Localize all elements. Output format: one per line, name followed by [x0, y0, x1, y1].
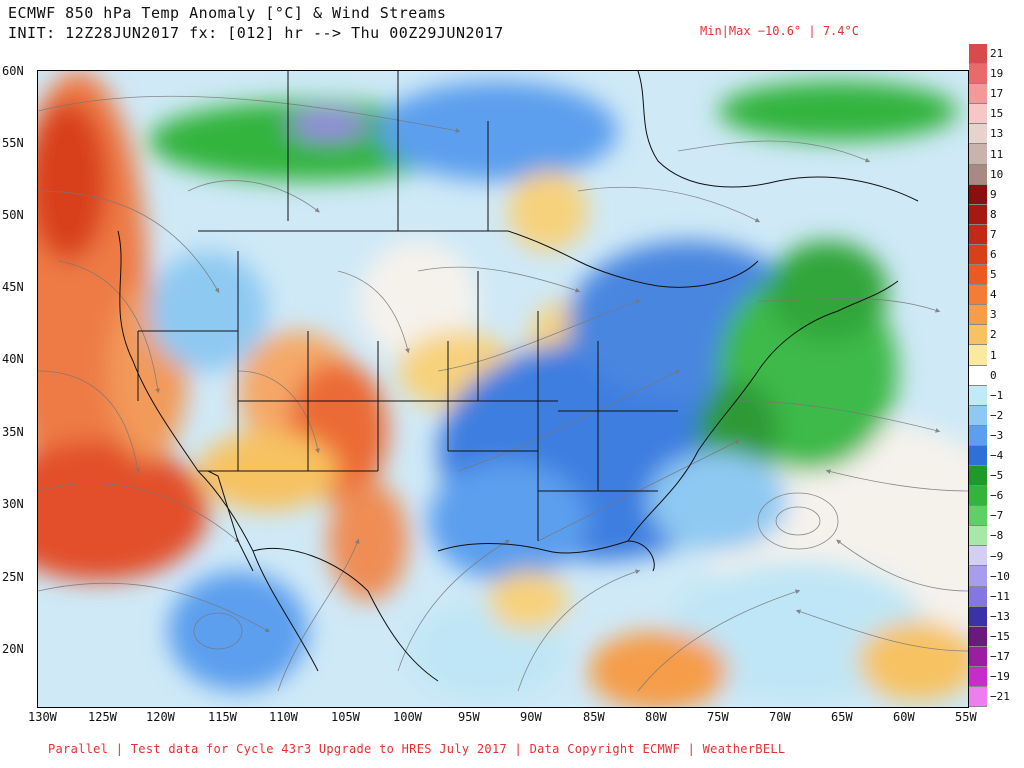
colorbar-swatch	[969, 305, 987, 326]
lon-label: 100W	[393, 710, 422, 724]
colorbar-swatch	[969, 506, 987, 527]
lon-label: 110W	[269, 710, 298, 724]
colorbar-swatch	[969, 385, 987, 406]
lon-label: 60W	[893, 710, 915, 724]
colorbar-swatch	[969, 265, 987, 286]
colorbar-label: −13	[990, 609, 1010, 623]
chart-title: ECMWF 850 hPa Temp Anomaly [°C] & Wind S…	[8, 4, 447, 22]
colorbar-swatch	[969, 124, 987, 145]
lat-label: 25N	[2, 570, 24, 584]
lon-label: 115W	[208, 710, 237, 724]
colorbar-swatch	[969, 626, 987, 647]
colorbar-label: −17	[990, 650, 1010, 663]
lon-label: 125W	[88, 710, 117, 724]
colorbar-swatch	[969, 285, 987, 306]
colorbar-label: 6	[990, 248, 997, 261]
colorbar-label: 0	[990, 368, 997, 382]
colorbar-label: −11	[990, 589, 1010, 603]
colorbar-swatch	[969, 164, 987, 185]
lon-label: 90W	[520, 710, 542, 724]
colorbar-swatch	[969, 486, 987, 507]
colorbar-label: 5	[990, 268, 997, 282]
colorbar-swatch	[969, 526, 987, 547]
colorbar-swatch	[969, 325, 987, 346]
colorbar-label: −4	[990, 449, 1004, 462]
init-time-line: INIT: 12Z28JUN2017 fx: [012] hr --> Thu …	[8, 24, 504, 42]
colorbar-swatch	[969, 606, 987, 627]
colorbar-label: 8	[990, 207, 997, 221]
lon-label: 105W	[331, 710, 360, 724]
colorbar-label: −2	[990, 408, 1004, 422]
colorbar-swatch	[969, 425, 987, 446]
colorbar-label: −1	[990, 388, 1004, 402]
lat-label: 40N	[2, 352, 24, 366]
colorbar-label: 13	[990, 127, 1004, 141]
colorbar-label: 21	[990, 47, 1004, 60]
colorbar-label: −8	[990, 529, 1004, 543]
colorbar-label: −10	[990, 569, 1010, 583]
lon-label: 95W	[458, 710, 480, 724]
lat-label: 45N	[2, 280, 24, 294]
colorbar-swatch	[969, 345, 987, 366]
colorbar-swatch	[969, 586, 987, 607]
colorbar-swatch	[969, 244, 987, 266]
colorbar-label: −3	[990, 428, 1004, 442]
lon-label: 120W	[146, 710, 175, 724]
lon-label: 85W	[583, 710, 605, 724]
anomaly-map	[37, 70, 969, 708]
colorbar-label: 9	[990, 187, 997, 201]
colorbar-swatch	[969, 566, 987, 587]
colorbar-label: −19	[990, 670, 1010, 684]
colorbar-label: 17	[990, 87, 1004, 101]
colorbar-label: 1	[990, 348, 997, 362]
colorbar-label: −15	[990, 629, 1010, 643]
lat-label: 55N	[2, 136, 24, 150]
lon-label: 55W	[955, 710, 977, 724]
colorbar-label: −21	[990, 690, 1010, 704]
colorbar-swatch	[969, 144, 987, 165]
colorbar-swatch	[969, 184, 987, 205]
colorbar	[969, 44, 987, 708]
colorbar-swatch	[969, 104, 987, 125]
colorbar-swatch	[969, 546, 987, 567]
lon-label: 80W	[645, 710, 667, 724]
lat-label: 35N	[2, 425, 24, 439]
colorbar-label: 15	[990, 107, 1004, 121]
colorbar-swatch	[969, 224, 987, 245]
lat-label: 50N	[2, 208, 24, 222]
colorbar-swatch	[969, 84, 987, 105]
lat-label: 60N	[2, 64, 24, 78]
lon-label: 75W	[707, 710, 729, 724]
colorbar-label: −6	[990, 489, 1004, 503]
colorbar-swatch	[969, 365, 987, 386]
colorbar-swatch	[969, 465, 987, 487]
lon-label: 70W	[769, 710, 791, 724]
colorbar-swatch	[969, 405, 987, 426]
map-borders	[117, 71, 919, 682]
colorbar-swatch	[969, 204, 987, 225]
colorbar-label: 11	[990, 147, 1004, 161]
colorbar-label: 19	[990, 67, 1004, 81]
colorbar-swatch	[969, 687, 987, 708]
colorbar-label: 10	[990, 167, 1004, 181]
colorbar-swatch	[969, 666, 987, 687]
lat-label: 20N	[2, 642, 24, 656]
colorbar-swatch	[969, 646, 987, 667]
colorbar-label: 7	[990, 227, 997, 241]
colorbar-swatch	[969, 44, 987, 65]
lon-label: 130W	[28, 710, 57, 724]
colorbar-swatch	[969, 64, 987, 85]
colorbar-label: −5	[990, 469, 1004, 483]
colorbar-label: 4	[990, 288, 997, 302]
footer-credits: Parallel | Test data for Cycle 43r3 Upgr…	[48, 742, 786, 756]
colorbar-label: −7	[990, 509, 1004, 523]
lat-label: 30N	[2, 497, 24, 511]
min-max-readout: Min|Max −10.6° | 7.4°C	[700, 24, 859, 38]
colorbar-swatch	[969, 445, 987, 466]
colorbar-label: 2	[990, 328, 997, 342]
map-canvas	[38, 71, 968, 707]
lon-label: 65W	[831, 710, 853, 724]
colorbar-label: −9	[990, 549, 1004, 563]
colorbar-label: 3	[990, 308, 997, 322]
